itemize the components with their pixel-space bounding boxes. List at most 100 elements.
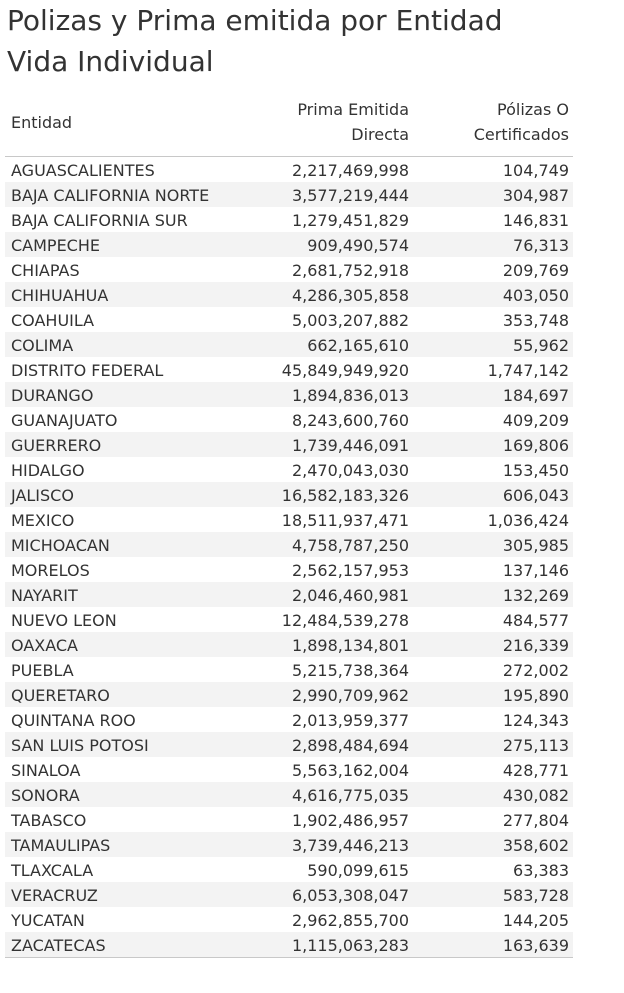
column-header-prima-line-2: Directa xyxy=(351,125,409,144)
cell-entidad: GUERRERO xyxy=(11,436,102,455)
table-row[interactable]: BAJA CALIFORNIA NORTE 3,577,219,444 304,98… xyxy=(5,182,573,207)
cell-polizas: 430,082 xyxy=(502,786,569,805)
cell-entidad: DURANGO xyxy=(11,386,94,405)
cell-prima-emitida: 1,279,451,829 xyxy=(291,211,409,230)
cell-prima-emitida: 1,739,446,091 xyxy=(291,436,409,455)
cell-polizas: 277,804 xyxy=(502,811,569,830)
table-row[interactable]: BAJA CALIFORNIA SUR 1,279,451,829 146,831 xyxy=(5,207,573,232)
table-row[interactable]: CAMPECHE 909,490,574 76,313 xyxy=(5,232,573,257)
cell-polizas: 484,577 xyxy=(502,611,569,630)
table-row[interactable]: CHIAPAS 2,681,752,918 209,769 xyxy=(5,257,573,282)
table-bottom-rule xyxy=(5,957,573,958)
table-row[interactable]: TAMAULIPAS 3,739,446,213 358,602 xyxy=(5,832,573,857)
column-header-prima[interactable]: Prima Emitida Directa xyxy=(297,97,409,147)
cell-entidad: MICHOACAN xyxy=(11,536,110,555)
cell-polizas: 358,602 xyxy=(502,836,569,855)
cell-entidad: YUCATAN xyxy=(11,911,85,930)
cell-prima-emitida: 909,490,574 xyxy=(307,236,409,255)
cell-entidad: QUINTANA ROO xyxy=(11,711,136,730)
table-row[interactable]: SONORA 4,616,775,035 430,082 xyxy=(5,782,573,807)
table-body: AGUASCALIENTES 2,217,469,998 104,749 BAJA C… xyxy=(5,157,573,957)
cell-polizas: 184,697 xyxy=(502,386,569,405)
cell-polizas: 305,985 xyxy=(502,536,569,555)
table-row[interactable]: TLAXCALA 590,099,615 63,383 xyxy=(5,857,573,882)
table-row[interactable]: AGUASCALIENTES 2,217,469,998 104,749 xyxy=(5,157,573,182)
table-row[interactable]: SAN LUIS POTOSI 2,898,484,694 275,113 xyxy=(5,732,573,757)
table-row[interactable]: MICHOACAN 4,758,787,250 305,985 xyxy=(5,532,573,557)
cell-prima-emitida: 1,894,836,013 xyxy=(291,386,409,405)
cell-entidad: QUERETARO xyxy=(11,686,110,705)
cell-prima-emitida: 2,562,157,953 xyxy=(291,561,409,580)
cell-polizas: 1,747,142 xyxy=(487,361,569,380)
cell-polizas: 144,205 xyxy=(502,911,569,930)
column-header-entidad[interactable]: Entidad xyxy=(11,110,72,135)
cell-entidad: NAYARIT xyxy=(11,586,78,605)
table-row[interactable]: ZACATECAS 1,115,063,283 163,639 xyxy=(5,932,573,957)
column-header-polizas-line-2: Certificados xyxy=(473,125,569,144)
cell-prima-emitida: 5,563,162,004 xyxy=(291,761,409,780)
table-row[interactable]: GUERRERO 1,739,446,091 169,806 xyxy=(5,432,573,457)
table-row[interactable]: COLIMA 662,165,610 55,962 xyxy=(5,332,573,357)
cell-entidad: TLAXCALA xyxy=(11,861,94,880)
cell-prima-emitida: 2,013,959,377 xyxy=(291,711,409,730)
cell-prima-emitida: 18,511,937,471 xyxy=(281,511,409,530)
cell-prima-emitida: 2,681,752,918 xyxy=(291,261,409,280)
cell-prima-emitida: 2,898,484,694 xyxy=(291,736,409,755)
table-row[interactable]: VERACRUZ 6,053,308,047 583,728 xyxy=(5,882,573,907)
cell-polizas: 583,728 xyxy=(502,886,569,905)
table-header: Entidad Prima Emitida Directa Pólizas O … xyxy=(5,96,573,157)
table-row[interactable]: OAXACA 1,898,134,801 216,339 xyxy=(5,632,573,657)
table-row[interactable]: YUCATAN 2,962,855,700 144,205 xyxy=(5,907,573,932)
cell-entidad: CHIHUAHUA xyxy=(11,286,109,305)
cell-entidad: AGUASCALIENTES xyxy=(11,161,155,180)
table-row[interactable]: TABASCO 1,902,486,957 277,804 xyxy=(5,807,573,832)
cell-prima-emitida: 16,582,183,326 xyxy=(281,486,409,505)
cell-prima-emitida: 1,115,063,283 xyxy=(291,936,409,955)
chart-title: Polizas y Prima emitida por Entidad Vida… xyxy=(7,0,607,82)
cell-prima-emitida: 45,849,949,920 xyxy=(281,361,409,380)
cell-entidad: BAJA CALIFORNIA SUR xyxy=(11,211,188,230)
cell-entidad: GUANAJUATO xyxy=(11,411,118,430)
cell-entidad: DISTRITO FEDERAL xyxy=(11,361,164,380)
cell-entidad: PUEBLA xyxy=(11,661,74,680)
table-row[interactable]: QUERETARO 2,990,709,962 195,890 xyxy=(5,682,573,707)
cell-polizas: 132,269 xyxy=(502,586,569,605)
cell-entidad: COLIMA xyxy=(11,336,74,355)
column-header-polizas[interactable]: Pólizas O Certificados xyxy=(474,97,569,147)
column-header-prima-line-1: Prima Emitida xyxy=(297,100,409,119)
cell-entidad: VERACRUZ xyxy=(11,886,98,905)
cell-polizas: 195,890 xyxy=(502,686,569,705)
table-row[interactable]: DURANGO 1,894,836,013 184,697 xyxy=(5,382,573,407)
cell-prima-emitida: 3,739,446,213 xyxy=(291,836,409,855)
cell-prima-emitida: 4,616,775,035 xyxy=(291,786,409,805)
table-row[interactable]: CHIHUAHUA 4,286,305,858 403,050 xyxy=(5,282,573,307)
table-row[interactable]: QUINTANA ROO 2,013,959,377 124,343 xyxy=(5,707,573,732)
table-row[interactable]: HIDALGO 2,470,043,030 153,450 xyxy=(5,457,573,482)
table-row[interactable]: DISTRITO FEDERAL 45,849,949,920 1,747,142 xyxy=(5,357,573,382)
table-row[interactable]: COAHUILA 5,003,207,882 353,748 xyxy=(5,307,573,332)
cell-polizas: 304,987 xyxy=(502,186,569,205)
cell-entidad: OAXACA xyxy=(11,636,78,655)
cell-prima-emitida: 8,243,600,760 xyxy=(291,411,409,430)
table-row[interactable]: NUEVO LEON 12,484,539,278 484,577 xyxy=(5,607,573,632)
column-header-polizas-line-1: Pólizas O xyxy=(497,100,569,119)
cell-prima-emitida: 2,962,855,700 xyxy=(291,911,409,930)
cell-polizas: 153,450 xyxy=(502,461,569,480)
table-row[interactable]: GUANAJUATO 8,243,600,760 409,209 xyxy=(5,407,573,432)
cell-prima-emitida: 3,577,219,444 xyxy=(291,186,409,205)
cell-entidad: ZACATECAS xyxy=(11,936,106,955)
cell-prima-emitida: 2,990,709,962 xyxy=(291,686,409,705)
table-row[interactable]: PUEBLA 5,215,738,364 272,002 xyxy=(5,657,573,682)
table-row[interactable]: SINALOA 5,563,162,004 428,771 xyxy=(5,757,573,782)
cell-polizas: 275,113 xyxy=(502,736,569,755)
table-row[interactable]: MEXICO 18,511,937,471 1,036,424 xyxy=(5,507,573,532)
cell-prima-emitida: 590,099,615 xyxy=(307,861,409,880)
cell-entidad: MEXICO xyxy=(11,511,75,530)
table-row[interactable]: NAYARIT 2,046,460,981 132,269 xyxy=(5,582,573,607)
cell-prima-emitida: 5,003,207,882 xyxy=(291,311,409,330)
cell-prima-emitida: 4,286,305,858 xyxy=(291,286,409,305)
cell-polizas: 104,749 xyxy=(502,161,569,180)
table-row[interactable]: MORELOS 2,562,157,953 137,146 xyxy=(5,557,573,582)
cell-entidad: COAHUILA xyxy=(11,311,95,330)
table-row[interactable]: JALISCO 16,582,183,326 606,043 xyxy=(5,482,573,507)
